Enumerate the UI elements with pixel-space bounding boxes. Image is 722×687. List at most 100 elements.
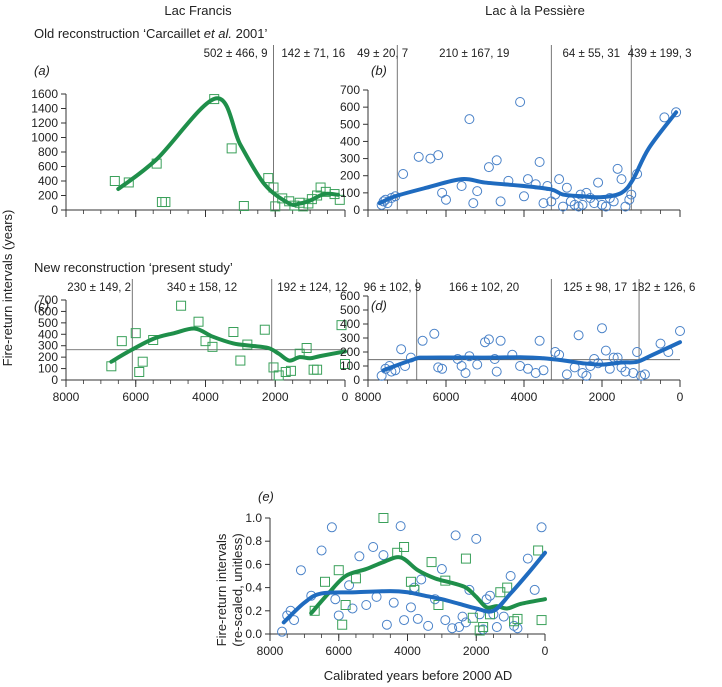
data-point-circle: [468, 198, 479, 209]
y-tick-label: 0.0: [245, 627, 262, 641]
segment-label: 182 ± 126, 6: [632, 282, 696, 294]
data-point-circle: [498, 611, 509, 622]
data-point-circle: [491, 622, 502, 633]
y-tick-label: 1200: [31, 116, 58, 130]
y-tick-label: 1600: [31, 87, 58, 101]
data-point-circle: [515, 97, 526, 107]
x-tick-label: 2000: [262, 390, 289, 404]
data-point-square: [467, 612, 478, 623]
data-point-circle: [608, 196, 619, 207]
data-point-circle: [417, 335, 428, 346]
y-tick-label: 0.8: [245, 534, 262, 548]
data-point-square: [207, 341, 218, 352]
y-tick-label: 1.0: [245, 511, 262, 525]
data-point-square: [320, 576, 330, 587]
data-point-circle: [522, 363, 533, 374]
x-tick-label: 0: [542, 644, 549, 658]
y-tick-label: 1400: [31, 102, 58, 116]
data-point-circle: [671, 107, 682, 118]
data-point-circle: [454, 622, 465, 633]
panel-c: 8000 6000 4000 2000 00100200300400500600700(…: [34, 279, 350, 404]
data-point-circle: [354, 551, 365, 562]
data-point-circle: [437, 187, 448, 198]
data-point-square: [405, 576, 416, 587]
data-point-square: [533, 545, 544, 556]
data-point-circle: [626, 189, 637, 200]
data-point-circle: [505, 571, 516, 581]
data-point-circle: [471, 533, 482, 544]
data-point-circle: [399, 615, 410, 626]
data-point-circle: [405, 602, 416, 613]
data-point-circle: [456, 361, 467, 371]
data-point-circle: [577, 199, 588, 210]
data-point-circle: [378, 550, 389, 561]
data-point-circle: [593, 177, 604, 188]
data-point-circle: [289, 615, 300, 626]
data-point-square: [336, 320, 347, 331]
panel-letter: (d): [371, 298, 387, 313]
data-point-circle: [409, 582, 420, 593]
data-point-circle: [536, 522, 547, 533]
data-point-square: [268, 362, 279, 373]
section-title-new: New reconstruction ‘present study’: [34, 260, 233, 275]
data-point-square: [340, 600, 351, 610]
data-point-square: [238, 201, 249, 212]
data-point-circle: [624, 194, 635, 205]
data-point-square: [228, 327, 239, 337]
segment-label: 96 ± 102, 9: [364, 282, 421, 294]
smoothed-line: [281, 550, 547, 625]
data-point-circle: [538, 198, 549, 209]
y-tick-label: 700: [38, 293, 58, 307]
y-tick-label: 1000: [31, 131, 58, 145]
y-tick-label: 800: [38, 145, 58, 159]
x-tick-label: 6000: [433, 390, 460, 404]
data-point-circle: [600, 345, 611, 356]
section-title-old-italic: et al.: [204, 26, 232, 41]
data-point-square: [226, 143, 237, 154]
data-point-circle: [326, 522, 337, 533]
data-point-square: [509, 616, 520, 627]
y-tick-label: 200: [340, 169, 360, 183]
panel-letter: (a): [34, 63, 50, 78]
data-point-square: [333, 565, 344, 576]
data-point-circle: [361, 600, 372, 610]
x-tick-label: 4000: [192, 390, 219, 404]
data-point-circle: [558, 201, 568, 212]
data-point-square: [312, 364, 323, 375]
data-point-square: [270, 201, 281, 212]
smoothed-line: [116, 96, 341, 207]
data-point-circle: [483, 162, 494, 173]
data-point-circle: [330, 594, 341, 605]
data-point-circle: [398, 169, 409, 179]
e-y-axis-title-line-2: (re-scaled, unitless): [230, 533, 245, 646]
data-point-circle: [347, 603, 358, 614]
panel-e: 8000 6000 4000 2000 0 0.0 0.2 0.4 0.6 0.8 1.0 (e): [245, 489, 548, 658]
data-point-square: [160, 197, 171, 208]
x-tick-label: 6000: [325, 644, 352, 658]
data-point-circle: [659, 112, 670, 123]
y-tick-label: 500: [38, 316, 58, 330]
y-tick-label: 600: [340, 289, 360, 303]
data-point-square: [134, 367, 145, 377]
data-point-circle: [481, 594, 492, 605]
data-point-circle: [396, 344, 407, 355]
x-tick-label: 2000: [463, 644, 490, 658]
data-point-square: [263, 173, 274, 184]
data-point-circle: [333, 610, 344, 621]
data-point-circle: [437, 363, 448, 374]
x-tick-label: 2000: [589, 390, 616, 404]
x-tick-label: 8000: [355, 390, 382, 404]
y-tick-label: 200: [340, 345, 360, 359]
y-tick-label: 200: [38, 189, 58, 203]
data-point-circle: [573, 330, 584, 341]
data-point-circle: [450, 530, 461, 541]
data-point-circle: [412, 613, 423, 624]
data-point-circle: [655, 338, 666, 349]
data-point-circle: [395, 521, 406, 532]
data-point-circle: [565, 196, 576, 207]
y-tick-label: 0.2: [245, 604, 262, 618]
y-tick-label: 200: [38, 350, 58, 364]
data-point-square: [109, 176, 120, 186]
data-point-circle: [464, 114, 475, 125]
segment-label: 502 ± 466, 9: [204, 48, 268, 60]
